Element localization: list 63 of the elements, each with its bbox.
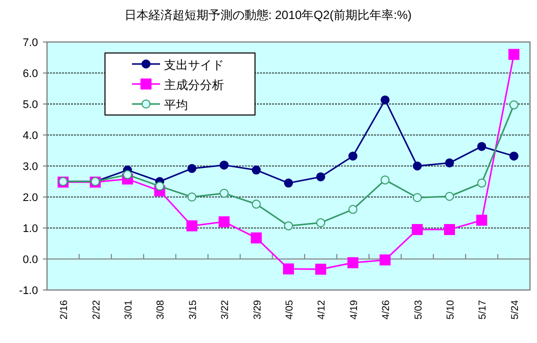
point	[187, 192, 196, 202]
y-tick-label: 0.0	[22, 254, 38, 266]
point	[252, 166, 261, 175]
x-tick-label: 3/01	[124, 300, 134, 320]
point	[155, 182, 164, 191]
point	[220, 160, 229, 170]
point	[348, 152, 358, 161]
point	[347, 257, 358, 268]
x-tick-label: 2/22	[91, 300, 102, 320]
y-tick-label: 2.0	[22, 192, 38, 204]
point	[508, 48, 520, 60]
point	[412, 193, 422, 202]
chart-title: 日本経済超短期予測の動態: 2010年Q2(前期比年率:%)	[124, 8, 412, 22]
legend-label: 主成分分析	[164, 78, 224, 92]
point	[316, 172, 326, 182]
legend-label: 平均	[164, 98, 188, 112]
point	[477, 178, 486, 188]
x-tick-label: 4/26	[381, 300, 392, 320]
x-tick-label: 4/12	[316, 300, 328, 320]
point	[220, 188, 229, 198]
x-tick-label: 3/08	[156, 300, 167, 320]
point	[412, 162, 422, 170]
y-tick-label: 1.0	[22, 223, 38, 235]
y-tick-label: 3.0	[22, 161, 38, 173]
point	[218, 216, 230, 228]
point	[316, 218, 326, 228]
x-tick-label: 5/24	[510, 300, 521, 320]
y-tick-label: 5.0	[22, 99, 38, 111]
point	[252, 200, 261, 209]
x-tick-label: 4/05	[284, 300, 296, 320]
point	[187, 164, 196, 173]
x-tick-label: 5/03	[413, 300, 424, 320]
x-tick-label: 2/16	[59, 300, 70, 320]
point	[380, 254, 391, 266]
point	[283, 263, 294, 274]
point	[509, 152, 518, 161]
point	[250, 232, 262, 244]
point	[445, 158, 454, 168]
point	[445, 192, 454, 201]
point	[284, 221, 293, 230]
x-tick-label: 3/22	[220, 300, 232, 320]
x-tick-label: 4/19	[348, 300, 360, 320]
point	[348, 204, 358, 214]
legend-label: 支出サイド	[164, 58, 224, 72]
x-tick-label: 3/29	[252, 300, 264, 320]
point	[284, 178, 293, 188]
point	[412, 224, 423, 236]
point	[380, 175, 390, 184]
point	[380, 95, 390, 104]
point	[123, 170, 132, 180]
point	[476, 214, 488, 226]
x-tick-label: 3/15	[188, 300, 199, 320]
x-tick-label: 5/10	[446, 300, 456, 320]
point	[477, 142, 486, 151]
point	[186, 220, 198, 232]
point	[509, 100, 518, 110]
point	[444, 224, 455, 236]
y-tick-label: 4.0	[22, 130, 38, 142]
y-tick-label: 7.0	[22, 37, 38, 49]
point	[315, 264, 326, 275]
y-tick-label: -1.0	[19, 285, 38, 297]
x-tick-label: 5/17	[478, 300, 489, 320]
y-tick-label: 6.0	[22, 68, 38, 80]
